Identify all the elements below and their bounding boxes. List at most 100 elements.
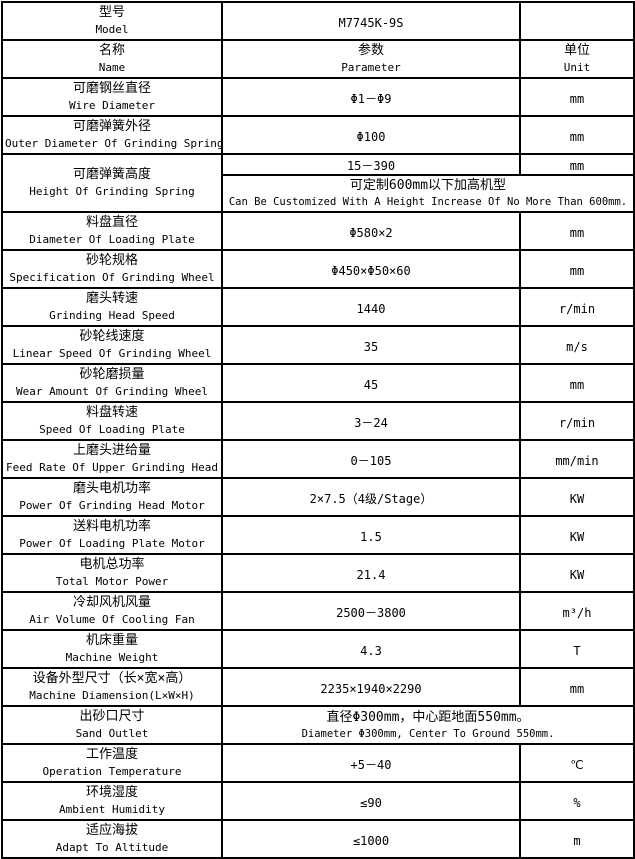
model-name-cell: 型号 Model [1,1,223,41]
spec-name-cn: 上磨头进给量 [72,443,151,458]
spec-name-en: Total Motor Power [55,575,169,588]
header-name-en: Name [98,61,126,74]
spec-value: Φ580×2 [349,225,393,240]
spec-name-cell: 料盘直径 Diameter Of Loading Plate [1,211,223,251]
spec-name-en: Height Of Grinding Spring [29,185,195,198]
row-wheel-linear-speed: 砂轮线速度 Linear Speed Of Grinding Wheel 35 … [1,325,635,365]
spec-name-cell: 可磨钢丝直径 Wire Diameter [1,77,223,117]
sand-outlet-value-en: Diameter Φ300mm, Center To Ground 550mm. [301,727,555,740]
row-ambient-humidity: 环境湿度 Ambient Humidity ≤90 % [1,781,635,821]
spec-name-cn: 砂轮规格 [85,253,138,268]
spec-value-cell: 3－24 [221,401,521,441]
spec-name-cn: 可磨弹簧高度 [72,167,151,182]
spec-value-cell: 2×7.5（4级/Stage） [221,477,521,517]
spec-name-en: Power Of Loading Plate Motor [19,537,205,550]
row-header: 名称 Name 参数 Parameter 单位 Unit [1,39,635,79]
spec-name-en: Feed Rate Of Upper Grinding Head [6,461,218,474]
row-head-motor-power: 磨头电机功率 Power Of Grinding Head Motor 2×7.… [1,477,635,517]
row-operation-temperature: 工作温度 Operation Temperature +5－40 ℃ [1,743,635,783]
spring-height-note-cn: 可定制600mm以下加高机型 [349,178,507,193]
spec-value-cell: 0－105 [221,439,521,479]
spec-unit-cell: r/min [519,401,635,441]
header-param-cell: 参数 Parameter [221,39,521,79]
spec-name-cell: 冷却风机风量 Air Volume Of Cooling Fan [1,591,223,631]
spec-value-cell: 1440 [221,287,521,327]
spec-unit: mm [569,225,585,240]
header-name-cell: 名称 Name [1,39,223,79]
spec-unit: mm [569,129,585,144]
spec-value: Φ450×Φ50×60 [331,263,411,278]
spec-unit-cell: ℃ [519,743,635,783]
spec-unit: % [573,795,581,810]
model-label-cn: 型号 [98,5,125,20]
spec-name-en: Air Volume Of Cooling Fan [29,613,195,626]
spec-unit: T [573,643,581,658]
spec-value-cell: 2500－3800 [221,591,521,631]
spec-unit-cell: mm [519,363,635,403]
spec-name-cell: 砂轮线速度 Linear Speed Of Grinding Wheel [1,325,223,365]
spec-unit-cell: mm [519,211,635,251]
spec-unit: mm [569,377,585,392]
row-loading-plate-diameter: 料盘直径 Diameter Of Loading Plate Φ580×2 mm [1,211,635,251]
spec-unit-cell: mm [519,667,635,707]
spec-name-cell: 适应海拔 Adapt To Altitude [1,819,223,859]
spec-unit: mm [569,159,585,173]
spec-value-cell: ≤90 [221,781,521,821]
spec-name-cn: 机床重量 [85,633,138,648]
spec-unit-cell: % [519,781,635,821]
spec-value-cell: 35 [221,325,521,365]
spec-name-en: Speed Of Loading Plate [39,423,185,436]
spec-name-cn: 冷却风机风量 [72,595,151,610]
spec-value: 45 [363,377,379,392]
spec-value: 1.5 [360,529,382,544]
spec-name-cn: 工作温度 [85,747,138,762]
spec-value-cell: ≤1000 [221,819,521,859]
spec-unit-cell: mm [519,115,635,155]
model-label-en: Model [95,23,129,36]
spec-name-cn: 电机总功率 [79,557,145,572]
spec-value-cell: Φ450×Φ50×60 [221,249,521,289]
spec-value: ≤1000 [352,833,390,848]
spec-unit: mm [569,263,585,278]
spec-name-cn: 送料电机功率 [72,519,151,534]
model-value: M7745K-9S [338,15,404,30]
sand-outlet-value-cn: 直径Φ300mm，中心距地面550mm。 [326,709,530,725]
spec-value: 4.3 [360,643,382,658]
spec-unit-cell: m/s [519,325,635,365]
spec-unit-cell: m [519,819,635,859]
spec-name-cell: 上磨头进给量 Feed Rate Of Upper Grinding Head [1,439,223,479]
row-loading-plate-speed: 料盘转速 Speed Of Loading Plate 3－24 r/min [1,401,635,441]
spec-name-cn: 可磨弹簧外径 [72,119,151,134]
spec-unit-cell: KW [519,553,635,593]
spec-name-en: Specification Of Grinding Wheel [9,271,215,284]
row-grinding-head-speed: 磨头转速 Grinding Head Speed 1440 r/min [1,287,635,327]
spec-name-en: Power Of Grinding Head Motor [19,499,205,512]
spec-name-en: Machine Weight [65,651,159,664]
spec-name-cell: 设备外型尺寸（长×宽×高） Machine Diamension(L×W×H) [1,667,223,707]
spec-name-en: Ambient Humidity [59,803,165,816]
header-param-cn: 参数 [357,43,384,58]
spec-unit: KW [569,567,585,582]
spec-name-en: Sand Outlet [75,727,149,740]
spec-value-cell: 1.5 [221,515,521,555]
row-wheel-specification: 砂轮规格 Specification Of Grinding Wheel Φ45… [1,249,635,289]
spec-value: ≤90 [360,795,382,810]
spec-name-cn: 磨头转速 [85,291,138,306]
spec-name-en: Linear Speed Of Grinding Wheel [12,347,212,360]
spec-name-en: Adapt To Altitude [55,841,169,854]
row-wheel-wear-amount: 砂轮磨损量 Wear Amount Of Grinding Wheel 45 m… [1,363,635,403]
spec-unit-cell: r/min [519,287,635,327]
spec-unit: KW [569,529,585,544]
spec-value: +5－40 [350,757,392,772]
spec-unit-cell: KW [519,515,635,555]
spec-value: 1440 [356,301,386,316]
header-unit-cn: 单位 [563,43,590,58]
row-machine-weight: 机床重量 Machine Weight 4.3 T [1,629,635,669]
spec-name-cn: 出砂口尺寸 [79,709,145,724]
model-unit-cell [519,1,635,41]
spec-unit: m/s [566,339,588,354]
spec-name-cn: 料盘直径 [85,215,138,230]
spec-value-cell: 21.4 [221,553,521,593]
spec-name-cell: 送料电机功率 Power Of Loading Plate Motor [1,515,223,555]
